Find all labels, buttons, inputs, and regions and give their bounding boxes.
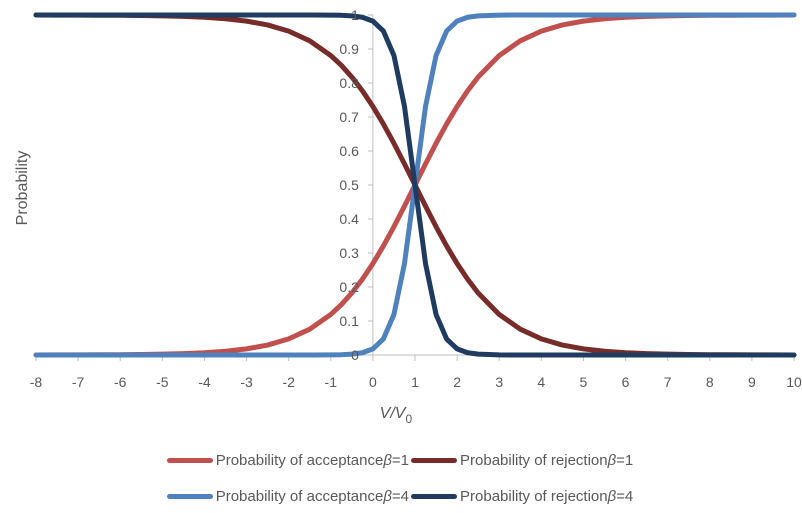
legend-swatch [411,458,458,463]
x-axis-title: V/V0 [380,405,413,426]
legend-item: Probability of acceptance β =1 [166,452,410,469]
x-tick-label: 7 [664,374,672,390]
legend-suffix: =1 [391,452,410,469]
legend-swatch [166,494,213,499]
y-tick-label: 0.7 [339,109,359,125]
x-tick-label: -3 [240,374,253,390]
y-tick-label: 0.2 [339,279,359,295]
y-tick-label: 0.5 [339,177,359,193]
legend-beta: β [383,488,392,505]
legend-beta: β [607,452,617,469]
x-tick-label: -8 [30,374,43,390]
x-tick-label: -6 [114,374,127,390]
y-axis [367,14,374,356]
y-axis-title: Probability [14,151,31,226]
x-tick-label: -7 [72,374,85,390]
series-layer [33,12,797,358]
y-tick-label: 0.1 [339,313,359,329]
legend-item: Probability of acceptance β =4 [166,488,410,505]
series-line [33,12,797,358]
y-tick-label: 0.9 [339,41,359,57]
x-tick-label: 10 [786,374,802,390]
x-tick-label: 4 [537,374,545,390]
x-tick-label: -4 [198,374,211,390]
legend-suffix: =4 [391,488,410,505]
legend-swatch [411,494,458,499]
legend-suffix: =1 [616,452,634,469]
legend-label: Probability of acceptance [215,452,384,469]
y-tick-label: 0.3 [339,245,359,261]
x-tick-label: -1 [325,374,338,390]
x-tick-label: 0 [369,374,377,390]
legend-beta: β [383,452,392,469]
legend-item: Probability of rejection β =1 [411,452,633,469]
y-tick-label: 1 [351,7,359,23]
legend-item: Probability of rejection β =4 [411,488,633,505]
x-tick-label: 2 [453,374,461,390]
x-tick-label: 8 [706,374,714,390]
x-tick-label: -2 [282,374,295,390]
legend-label: Probability of rejection [460,488,608,505]
x-axis-title-subscript: 0 [405,412,412,426]
legend-label: Probability of acceptance [215,488,384,505]
y-tick-label: 0.8 [339,75,359,91]
y-tick-label: 0.4 [339,211,359,227]
x-tick-labels: -8 -7 -6 -5 -4 -3 -2 -1 0 1 2 3 4 5 6 7 8 9 10 [30,374,802,390]
x-tick-label: -5 [156,374,169,390]
x-tick-label: 9 [748,374,756,390]
legend-swatch [166,458,213,463]
x-tick-label: 1 [411,374,419,390]
legend-row-1: Probability of acceptance β =1 Probabilit… [0,452,802,469]
y-tick-label: 0.6 [339,143,359,159]
x-tick-label: 3 [495,374,503,390]
legend-row-2: Probability of acceptance β =4 Probabilit… [0,488,802,505]
x-tick-label: 5 [580,374,588,390]
x-tick-label: 6 [622,374,630,390]
legend-label: Probability of rejection [460,452,608,469]
y-tick-labels: 0 0.1 0.2 0.3 0.4 0.5 0.6 0.7 0.8 0.9 1 [339,7,359,363]
series-line [33,12,797,358]
legend-beta: β [607,488,617,505]
x-axis-title-main: V/V [380,405,407,422]
legend-suffix: =4 [616,488,634,505]
y-tick-label: 0 [351,347,359,363]
